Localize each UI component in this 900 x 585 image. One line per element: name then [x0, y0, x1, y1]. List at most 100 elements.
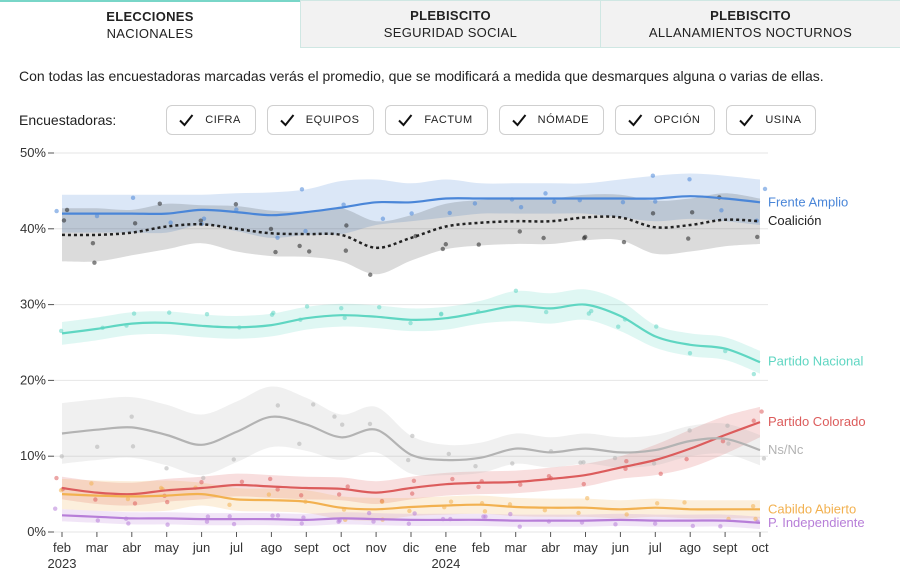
x-tick-label: jun: [192, 540, 210, 555]
poll-point: [345, 484, 350, 489]
series-label: P. Independiente: [768, 515, 865, 530]
poll-point: [682, 500, 687, 505]
tab-line1: PLEBISCITO: [710, 8, 791, 23]
poll-point: [205, 514, 211, 519]
series-line: [61, 415, 761, 462]
series-line: [61, 303, 761, 364]
poll-point: [231, 457, 236, 462]
poll-point: [304, 304, 310, 309]
tab-elecciones-nacionales[interactable]: ELECCIONES NACIONALES: [0, 0, 300, 48]
poll-point: [158, 485, 164, 491]
x-tick-label: jul: [229, 540, 243, 555]
x-tick-label: jul: [648, 540, 662, 555]
poll-point: [339, 422, 345, 427]
poll-point: [578, 460, 583, 465]
poll-point: [624, 512, 629, 517]
check-icon: [280, 114, 295, 127]
poll-point: [52, 506, 58, 511]
check-icon: [511, 114, 526, 127]
poll-point: [687, 428, 692, 433]
series-line: [61, 492, 760, 511]
pollster-toggle-nomade[interactable]: NÓMADE: [498, 105, 604, 135]
poll-point: [616, 324, 621, 329]
confidence-band: [62, 406, 760, 506]
y-tick-label: 30%: [20, 297, 46, 312]
poll-point: [684, 456, 689, 462]
tab-line2: SEGURIDAD SOCIAL: [383, 25, 518, 40]
poll-point: [518, 482, 523, 487]
confidence-band: [62, 193, 760, 275]
poll-point: [658, 471, 663, 476]
poll-point: [273, 249, 278, 255]
x-tick-label: ago: [679, 540, 701, 555]
tab-plebiscito-seguridad-social[interactable]: PLEBISCITO SEGURIDAD SOCIAL: [300, 0, 600, 48]
y-tick-label: 0%: [27, 524, 46, 539]
poll-point: [371, 519, 376, 524]
y-tick-label: 50%: [20, 145, 46, 160]
poll-point: [311, 402, 316, 407]
poll-point: [267, 476, 273, 482]
pollster-toggle-usina[interactable]: USINA: [726, 105, 817, 135]
poll-point: [157, 201, 162, 206]
poll-point: [612, 455, 618, 461]
poll-point: [275, 235, 280, 240]
x-tick-label: may: [573, 540, 598, 555]
poll-point: [343, 248, 349, 253]
y-tick-label: 10%: [20, 448, 46, 463]
poll-point: [95, 444, 100, 450]
x-year-label: 2024: [431, 556, 460, 571]
poll-point: [94, 213, 100, 219]
poll-point: [126, 521, 131, 526]
poll-point: [344, 223, 349, 228]
series-label: Ns/Nc: [768, 442, 804, 457]
pollster-toggle-factum[interactable]: FACTUM: [385, 105, 488, 135]
pollster-toggle-opcion[interactable]: OPCIÓN: [614, 105, 716, 135]
tab-plebiscito-allanamientos[interactable]: PLEBISCITO ALLANAMIENTOS NOCTURNOS: [600, 0, 900, 48]
poll-point: [306, 249, 312, 254]
poll-point: [439, 311, 444, 317]
x-tick-label: mar: [86, 540, 109, 555]
x-tick-label: mar: [505, 540, 528, 555]
poll-point: [332, 414, 337, 419]
poll-point: [719, 208, 724, 213]
poll-point: [620, 199, 626, 205]
poll-point: [541, 235, 546, 241]
pollster-label: OPCIÓN: [653, 114, 701, 126]
confidence-band: [62, 289, 760, 374]
poll-point: [589, 308, 594, 314]
poll-point: [406, 521, 412, 526]
poll-point: [275, 513, 281, 518]
poll-point: [581, 481, 586, 487]
poll-point: [297, 243, 302, 249]
poll-point: [476, 242, 481, 247]
poll-point: [552, 199, 557, 204]
poll-point: [412, 511, 417, 516]
poll-point: [481, 514, 486, 519]
poll-point: [409, 491, 415, 496]
tab-line2: ALLANAMIENTOS NOCTURNOS: [648, 25, 853, 40]
poll-point: [543, 191, 548, 196]
poll-point: [132, 501, 138, 506]
poll-point: [517, 524, 522, 529]
pollster-toggle-equipos[interactable]: EQUIPOS: [266, 105, 375, 135]
poll-point: [198, 218, 203, 223]
pollster-toggle-cifra[interactable]: CIFRA: [166, 105, 256, 135]
poll-point: [689, 210, 695, 215]
x-tick-label: may: [154, 540, 179, 555]
poll-point: [750, 503, 756, 509]
poll-point: [270, 513, 275, 518]
poll-point: [132, 221, 138, 226]
poll-point: [576, 510, 581, 516]
poll-point: [164, 466, 169, 471]
poll-point: [751, 418, 756, 423]
poll-point: [303, 228, 308, 234]
poll-point: [168, 220, 173, 225]
check-icon: [398, 114, 413, 127]
poll-point: [58, 328, 64, 334]
poll-point: [411, 478, 417, 483]
x-tick-label: ago: [261, 540, 283, 555]
poll-point: [654, 324, 659, 329]
poll-point: [448, 499, 454, 504]
poll-point: [762, 186, 768, 192]
poll-point: [440, 246, 446, 252]
